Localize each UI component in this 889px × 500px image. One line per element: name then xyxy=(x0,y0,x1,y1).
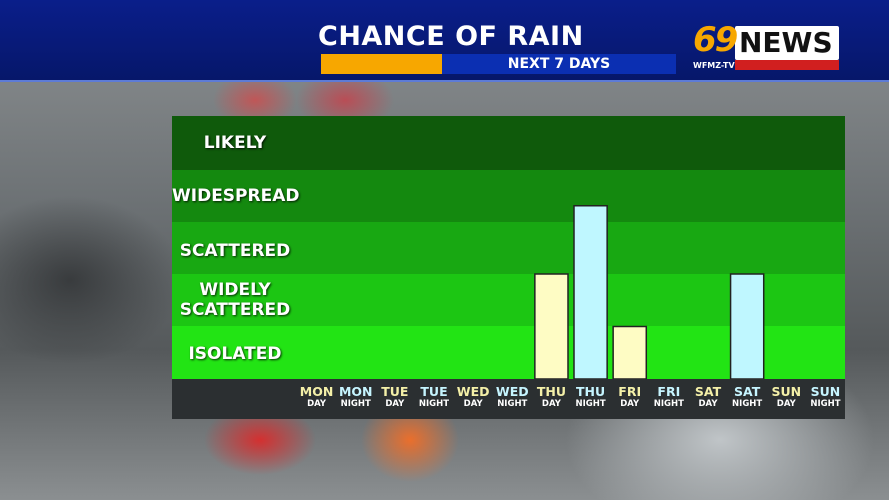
x-axis: MON DAY MON NIGHT TUE DAY TUE NIGHT WED DAY WED NIG… xyxy=(172,379,845,419)
x-tick-part: NIGHT xyxy=(810,399,841,409)
x-tick-label: SAT NIGHT xyxy=(727,384,767,410)
x-tick-day: SAT xyxy=(694,384,722,399)
x-tick-label: FRI NIGHT xyxy=(649,384,689,410)
x-tick-label: TUE DAY xyxy=(375,384,415,410)
bar-fri-day xyxy=(612,325,648,380)
x-tick-part: DAY xyxy=(698,399,718,409)
x-tick-day: MON xyxy=(299,384,334,399)
x-tick-label: SUN NIGHT xyxy=(805,384,845,410)
level-label: WIDELY SCATTERED xyxy=(179,280,291,320)
x-tick-label: THU DAY xyxy=(531,384,571,410)
x-tick-day: SUN xyxy=(771,384,802,399)
bar-layer xyxy=(534,205,765,380)
x-tick-day: TUE xyxy=(420,384,448,399)
x-tick-label: MON DAY xyxy=(297,384,337,410)
x-tick-day: WED xyxy=(495,384,529,399)
x-tick-part: NIGHT xyxy=(575,399,606,409)
x-tick-part: NIGHT xyxy=(497,399,528,409)
x-tick-part: DAY xyxy=(385,399,405,409)
x-tick-part: DAY xyxy=(776,399,796,409)
level-label: LIKELY xyxy=(203,133,267,153)
x-tick-day: FRI xyxy=(657,384,681,399)
x-tick-part: NIGHT xyxy=(732,399,763,409)
bar-thu-day xyxy=(534,273,569,380)
accent-bar xyxy=(321,54,442,74)
x-tick-part: DAY xyxy=(620,399,640,409)
logo-callsign: WFMZ-TV xyxy=(693,61,735,70)
x-tick-part: DAY xyxy=(463,399,483,409)
chart-title: CHANCE OF RAIN xyxy=(318,21,584,52)
x-tick-label: THU NIGHT xyxy=(571,384,611,410)
bar-sat-night xyxy=(729,273,765,380)
x-tick-day: SUN xyxy=(810,384,841,399)
rain-chart: LIKELY WIDESPREAD SCATTERED WIDELY SCATT… xyxy=(172,116,845,419)
chart-subtitle: NEXT 7 DAYS xyxy=(442,54,676,74)
x-tick-label: WED DAY xyxy=(453,384,493,410)
station-logo: NEWS 69 WFMZ-TV xyxy=(693,20,839,72)
x-tick-day: SAT xyxy=(734,384,761,399)
x-tick-day: MON xyxy=(338,384,373,399)
bar-thu-night xyxy=(573,205,608,380)
header-banner: CHANCE OF RAIN NEXT 7 DAYS NEWS 69 WFMZ-… xyxy=(0,0,889,82)
x-tick-part: DAY xyxy=(307,399,327,409)
level-label: ISOLATED xyxy=(188,344,282,364)
level-label: WIDESPREAD xyxy=(172,186,300,206)
x-tick-part: NIGHT xyxy=(340,399,371,409)
x-tick-label: FRI DAY xyxy=(610,384,650,410)
level-band-widespread: WIDESPREAD xyxy=(172,170,845,223)
x-tick-day: THU xyxy=(575,384,606,399)
x-tick-day: FRI xyxy=(618,384,642,399)
logo-word: NEWS xyxy=(739,26,833,59)
level-band-likely: LIKELY xyxy=(172,116,845,170)
x-tick-label: MON NIGHT xyxy=(336,384,376,410)
x-tick-day: WED xyxy=(456,384,490,399)
logo-news-box: NEWS xyxy=(735,26,839,60)
logo-number: 69 xyxy=(693,20,738,60)
x-tick-day: TUE xyxy=(381,384,409,399)
x-tick-label: SUN DAY xyxy=(766,384,806,410)
x-tick-label: SAT DAY xyxy=(688,384,728,410)
logo-red-stripe xyxy=(735,60,839,70)
level-band-scattered: SCATTERED xyxy=(172,222,845,275)
x-tick-part: NIGHT xyxy=(418,399,450,409)
x-tick-part: NIGHT xyxy=(653,399,684,409)
level-label: SCATTERED xyxy=(179,241,291,261)
x-tick-part: DAY xyxy=(541,399,561,409)
x-tick-label: WED NIGHT xyxy=(492,384,532,410)
x-tick-day: THU xyxy=(536,384,566,399)
x-tick-label: TUE NIGHT xyxy=(414,384,454,410)
